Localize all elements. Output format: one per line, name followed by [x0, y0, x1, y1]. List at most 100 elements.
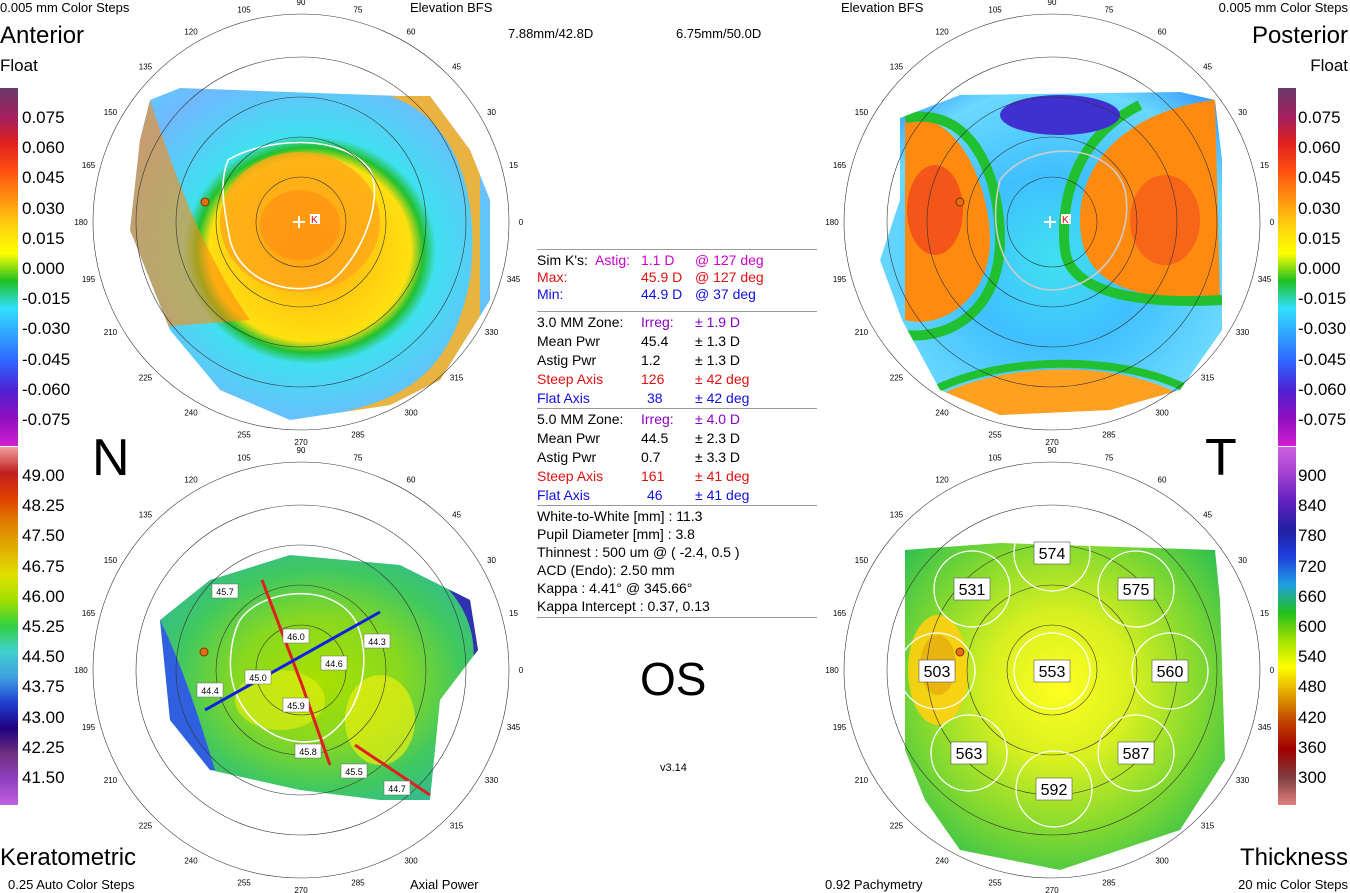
- elevation-scale-label: -0.075: [1298, 410, 1347, 429]
- keratometric-value: 45.9: [287, 701, 305, 711]
- pachymetry-value: 553: [1039, 664, 1066, 681]
- angle-label: 315: [450, 822, 464, 831]
- thickness-scale: [1278, 447, 1296, 805]
- polar-grid: 0 15 30 45 60 75 90 105 120 135 150 165 180 195 210 225…: [74, 446, 523, 893]
- keratometric-scale-label: 48.25: [22, 496, 65, 516]
- angle-label: 60: [407, 475, 416, 484]
- thinnest-point-marker: [955, 197, 965, 207]
- zone3-mean-label: Mean Pwr: [537, 333, 601, 349]
- elevation-scale-right: [1278, 88, 1296, 446]
- angle-label: 330: [1236, 776, 1250, 785]
- angle-label: 210: [104, 328, 118, 337]
- separator: [537, 408, 817, 409]
- zone3-flat-label: Flat Axis: [537, 390, 590, 406]
- angle-label: 150: [104, 108, 118, 117]
- angle-label: 105: [988, 5, 1002, 14]
- angle-label: 135: [890, 510, 904, 519]
- pachymetry-value-box: [1117, 741, 1155, 765]
- angle-label: 270: [1045, 438, 1059, 447]
- pachymetry-value-box: [953, 577, 991, 601]
- angle-label: 315: [1201, 374, 1215, 383]
- zone5-astig: 0.7: [641, 449, 661, 465]
- pachymetry-zone-circle: [1131, 632, 1209, 710]
- grid-ring: [135, 504, 467, 836]
- angle-label: 15: [509, 161, 518, 170]
- angle-label: 120: [935, 27, 949, 36]
- pachymetry-value: 563: [956, 746, 983, 763]
- kappa-marker-k: K: [1062, 215, 1069, 226]
- keratometric-value-box: [383, 780, 411, 796]
- angle-label: 195: [833, 275, 847, 284]
- kappa-marker-k: K: [311, 215, 318, 226]
- zone5-steep: 161: [641, 468, 665, 484]
- angle-label: 240: [184, 857, 198, 866]
- pachymetry-zone-circle: [898, 632, 976, 710]
- grid-ring: [215, 136, 387, 308]
- thickness-scale-label: 360: [1298, 737, 1327, 757]
- keratometric-value: 46.0: [287, 632, 305, 642]
- angle-label: 255: [237, 879, 251, 888]
- keratometric-value: 44.6: [325, 659, 343, 669]
- pachymetry-zone-circle: [1097, 550, 1175, 628]
- zone5-flat-sd: ± 41 deg: [695, 487, 750, 503]
- angle-label: 0: [1270, 218, 1275, 227]
- bottom-left-color-steps: 0.25 Auto Color Steps: [8, 877, 135, 892]
- angle-label: 300: [1155, 857, 1169, 866]
- pachymetry-value: 587: [1123, 746, 1150, 763]
- simk-astig-value: 1.1 D: [641, 252, 675, 268]
- angle-label: 180: [74, 218, 88, 227]
- angle-label: 45: [452, 62, 461, 71]
- elevation-scale-left: [0, 88, 18, 446]
- angle-label: 285: [351, 431, 365, 440]
- elevation-scale-label: -0.015: [1298, 289, 1347, 309]
- kappa-intercept: Kappa Intercept : 0.37, 0.13: [537, 598, 710, 614]
- eye-label: OS: [640, 653, 707, 705]
- grid-ring: [966, 584, 1138, 756]
- thickness-scale-label: 540: [1298, 647, 1327, 667]
- angle-label: 120: [184, 27, 198, 36]
- bfs-posterior: 6.75mm/50.0D: [676, 26, 762, 41]
- angle-label: 210: [104, 776, 118, 785]
- angle-label: 285: [1102, 879, 1116, 888]
- zone3-steep-label: Steep Axis: [537, 371, 604, 387]
- thickness-scale-label: 300: [1298, 768, 1327, 787]
- pachymetry-value-box: [1035, 777, 1073, 801]
- polar-grids: 0153045607590105120135150165180195210225…: [74, 0, 1274, 893]
- pachymetry-value-box: [950, 741, 988, 765]
- angle-label: 105: [988, 453, 1002, 462]
- angle-label: 75: [1104, 5, 1113, 14]
- pachymetry-value: 592: [1041, 782, 1068, 799]
- pachymetry-value: 503: [924, 664, 951, 681]
- keratometric-value: 45.7: [216, 587, 234, 597]
- simk-label: Sim K's:: [537, 252, 588, 268]
- thickness-scale-label: 660: [1298, 586, 1327, 606]
- angle-label: 0: [519, 666, 524, 675]
- angle-label: 225: [139, 822, 153, 831]
- angle-label: 60: [407, 27, 416, 36]
- thickness-scale-label: 480: [1298, 677, 1327, 697]
- pachymetry-zone-circle: [1015, 750, 1093, 828]
- acd-endo: ACD (Endo): 2.50 mm: [537, 562, 675, 578]
- keratometric-value-box: [320, 655, 348, 671]
- zone3-astig: 1.2: [641, 352, 661, 368]
- zone3-astig-label: Astig Pwr: [537, 352, 597, 368]
- posterior-title: Posterior: [1251, 22, 1348, 49]
- angle-label: 345: [507, 723, 521, 732]
- angle-label: 30: [487, 556, 496, 565]
- pachymetry-value-box: [1033, 659, 1071, 683]
- pachymetry-value-box: [1151, 659, 1189, 683]
- zone3-flat-sd: ± 42 deg: [695, 390, 750, 406]
- posterior-subtitle: Float: [1310, 56, 1348, 75]
- keratometric-value: 44.3: [368, 637, 386, 647]
- pachymetry-zone-circle: [930, 714, 1008, 792]
- thinnest-point: Thinnest : 500 um @ ( -2.4, 0.5 ): [537, 544, 740, 560]
- min-label: Min:: [537, 286, 564, 302]
- pachymetry-value-box: [918, 659, 956, 683]
- angle-label: 60: [1158, 475, 1167, 484]
- keratometric-value-box: [363, 633, 391, 649]
- angle-label: 255: [237, 431, 251, 440]
- keratometric-scale-label: 43.00: [22, 707, 65, 727]
- thickness-map: [905, 543, 1225, 870]
- angle-label: 345: [507, 275, 521, 284]
- keratometric-scale-label: 45.25: [22, 617, 65, 636]
